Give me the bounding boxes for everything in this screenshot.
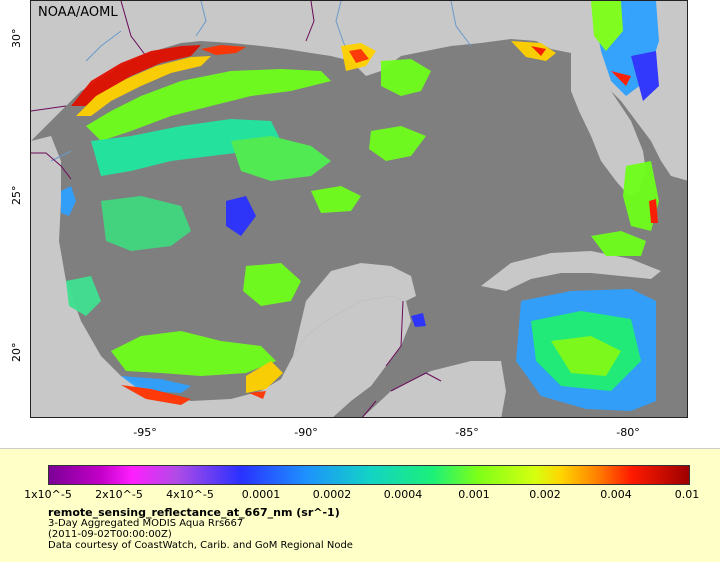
lat-tick-30: 30°: [10, 28, 23, 49]
cb-tick: 0.01: [674, 488, 700, 501]
lat-tick-20: 20°: [10, 342, 23, 363]
map-canvas: [31, 1, 687, 417]
legend-panel: 1x10^-5 2x10^-5 4x10^-5 0.0001 0.0002 0.…: [0, 448, 720, 562]
land-yucatan: [293, 263, 416, 356]
legend-line-3: Data courtesy of CoastWatch, Carib. and …: [48, 540, 353, 551]
map-area[interactable]: NOAA/AOML: [30, 0, 688, 418]
cb-tick: 4x10^-5: [166, 488, 214, 501]
cb-tick: 0.004: [600, 488, 632, 501]
cb-tick: 0.001: [458, 488, 490, 501]
land-central-america: [363, 361, 506, 417]
cb-tick: 0.0004: [383, 488, 423, 501]
cb-tick: 2x10^-5: [95, 488, 143, 501]
lon-tick-80: -80°: [616, 426, 640, 439]
cb-tick: 0.002: [529, 488, 561, 501]
land-florida: [571, 53, 646, 196]
cb-tick: 0.0002: [312, 488, 352, 501]
cb-tick: 0.0001: [241, 488, 281, 501]
lon-tick-85: -85°: [455, 426, 479, 439]
lon-tick-90: -90°: [294, 426, 318, 439]
cb-tick: 1x10^-5: [24, 488, 72, 501]
lat-tick-25: 25°: [10, 185, 23, 206]
political-borders: [31, 1, 442, 417]
credit-label: NOAA/AOML: [38, 5, 118, 20]
reflectance-data: [61, 1, 659, 411]
legend-line-1: 3-Day Aggregated MODIS Aqua Rrs667: [48, 518, 244, 529]
legend-line-2: (2011-09-02T00:00:00Z): [48, 529, 172, 540]
land-mexico: [31, 136, 411, 417]
colorbar: [48, 465, 690, 485]
legend-title: remote_sensing_reflectance_at_667_nm (sr…: [48, 506, 340, 519]
lon-tick-95: -95°: [133, 426, 157, 439]
land-cuba: [481, 251, 661, 291]
